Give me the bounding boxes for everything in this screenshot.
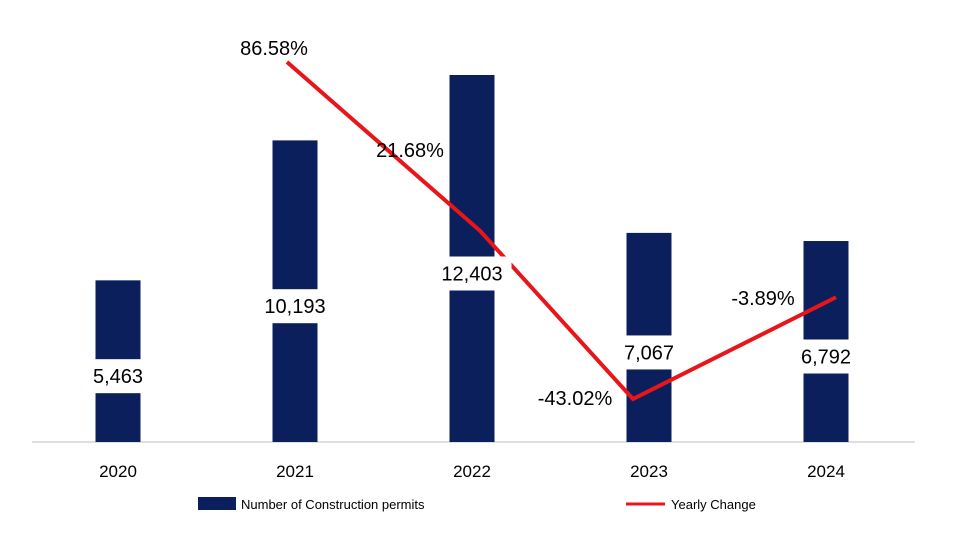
bar-value-label-2023: 7,067	[624, 342, 674, 364]
bar-value-label-2021: 10,193	[264, 296, 325, 318]
bar-label-bg-2022	[432, 256, 512, 291]
yearly-change-line	[285, 60, 837, 402]
x-tick-2022: 2022	[453, 462, 491, 481]
bar-value-label-2024: 6,792	[801, 347, 851, 369]
line-value-label-2023: -43.02%	[538, 388, 613, 410]
line-value-label-2022: 21.68%	[376, 140, 444, 162]
x-tick-2024: 2024	[807, 462, 845, 481]
bar-label-bg-2023	[615, 335, 683, 370]
line-series	[285, 60, 837, 402]
bar-value-label-2022: 12,403	[441, 264, 502, 286]
line-value-label-2024: -3.89%	[731, 288, 795, 310]
x-axis-ticks: 2020 2021 2022 2023 2024	[99, 462, 845, 481]
legend: Number of Construction permits Yearly Ch…	[198, 497, 756, 512]
bar-label-bg-2020	[84, 359, 152, 394]
bar-label-bg-2021	[255, 289, 335, 324]
bar-label-bg-2024	[792, 339, 860, 374]
x-tick-2020: 2020	[99, 462, 137, 481]
line-value-label-2021: 86.58%	[240, 38, 308, 60]
x-tick-2023: 2023	[630, 462, 668, 481]
bar-data-labels: 5,463 10,193 12,403 7,067 6,792	[84, 256, 860, 394]
line-data-labels: 86.58% 21.68% -43.02% -3.89%	[240, 38, 795, 410]
x-tick-2021: 2021	[276, 462, 314, 481]
legend-label-line: Yearly Change	[671, 497, 756, 512]
legend-label-bars: Number of Construction permits	[241, 497, 425, 512]
legend-swatch-bar	[198, 497, 236, 510]
bar-value-label-2020: 5,463	[93, 366, 143, 388]
